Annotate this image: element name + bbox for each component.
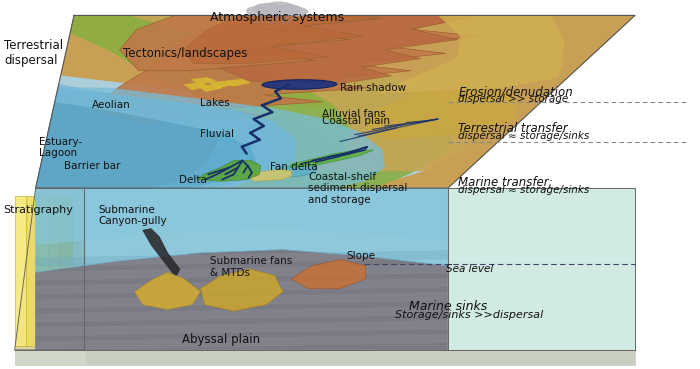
Polygon shape [130, 15, 476, 171]
Polygon shape [36, 251, 448, 266]
Ellipse shape [288, 8, 307, 16]
Text: Tectonics/landscapes: Tectonics/landscapes [123, 46, 247, 60]
Polygon shape [197, 161, 260, 181]
Polygon shape [15, 350, 635, 365]
Polygon shape [134, 272, 200, 310]
Text: Coastal-shelf
sediment dispersal
and storage: Coastal-shelf sediment dispersal and sto… [308, 172, 407, 205]
Text: Marine sinks: Marine sinks [410, 300, 488, 313]
Text: dispersal >> storage: dispersal >> storage [458, 94, 568, 104]
Polygon shape [15, 350, 85, 365]
Text: Barrier bar: Barrier bar [64, 161, 120, 170]
Polygon shape [36, 88, 296, 188]
Polygon shape [36, 93, 219, 188]
Polygon shape [36, 307, 448, 322]
Text: Estuary-
Lagoon: Estuary- Lagoon [39, 137, 83, 158]
Polygon shape [36, 321, 448, 336]
Polygon shape [36, 293, 448, 308]
Polygon shape [262, 80, 337, 89]
Polygon shape [15, 196, 27, 346]
Polygon shape [226, 79, 250, 86]
Polygon shape [55, 88, 384, 188]
Polygon shape [36, 279, 448, 294]
Polygon shape [36, 250, 448, 350]
Polygon shape [209, 15, 464, 85]
Polygon shape [378, 15, 564, 93]
Text: Terrestrial
dispersal: Terrestrial dispersal [4, 39, 63, 67]
Text: Lakes: Lakes [199, 98, 230, 108]
Polygon shape [120, 15, 380, 71]
Polygon shape [60, 196, 72, 346]
Polygon shape [42, 158, 239, 161]
Polygon shape [44, 148, 246, 151]
Polygon shape [183, 15, 382, 64]
Text: Fan delta: Fan delta [270, 162, 317, 172]
Polygon shape [36, 182, 225, 185]
Polygon shape [36, 15, 635, 188]
Polygon shape [40, 168, 234, 170]
Polygon shape [191, 77, 216, 85]
Text: Erosion/denudation: Erosion/denudation [458, 85, 573, 98]
Text: Terrestrial transfer: Terrestrial transfer [458, 122, 568, 135]
Text: Coastal plain: Coastal plain [322, 117, 390, 127]
Text: Abyssal plain: Abyssal plain [182, 333, 260, 346]
Text: Delta: Delta [178, 175, 206, 185]
Text: Sea level: Sea level [447, 263, 494, 273]
Polygon shape [43, 153, 242, 156]
Text: dispersal ≈ storage/sinks: dispersal ≈ storage/sinks [458, 131, 589, 141]
Text: Aeolian: Aeolian [92, 100, 130, 110]
Text: Stratigraphy: Stratigraphy [3, 205, 73, 215]
Polygon shape [291, 259, 365, 289]
Text: Marine transfer;: Marine transfer; [458, 175, 553, 188]
Polygon shape [36, 85, 333, 188]
Polygon shape [37, 196, 50, 346]
Polygon shape [448, 188, 635, 350]
Polygon shape [36, 265, 448, 280]
Polygon shape [265, 164, 317, 178]
Polygon shape [48, 196, 61, 346]
Polygon shape [210, 81, 235, 88]
Polygon shape [36, 334, 448, 350]
Polygon shape [26, 196, 38, 346]
Text: Submarine fans
& MTDs: Submarine fans & MTDs [210, 256, 293, 278]
Polygon shape [248, 169, 292, 181]
Text: Submarine
Canyon-gully: Submarine Canyon-gully [99, 205, 167, 226]
Polygon shape [200, 269, 283, 311]
Polygon shape [143, 229, 180, 277]
Text: Slope: Slope [346, 251, 375, 261]
Polygon shape [198, 85, 223, 92]
Polygon shape [70, 15, 458, 188]
Text: dispersal ≈ storage/sinks: dispersal ≈ storage/sinks [458, 184, 589, 194]
Polygon shape [366, 88, 517, 140]
Text: Rain shadow: Rain shadow [340, 83, 405, 93]
Text: Fluvial: Fluvial [199, 130, 234, 139]
Ellipse shape [246, 7, 269, 15]
Polygon shape [15, 188, 85, 350]
Polygon shape [36, 188, 448, 272]
Polygon shape [36, 76, 432, 188]
Polygon shape [38, 177, 228, 180]
Ellipse shape [276, 5, 301, 14]
Text: Atmospheric systems: Atmospheric systems [209, 11, 344, 24]
Polygon shape [41, 163, 237, 165]
Polygon shape [184, 83, 209, 90]
Ellipse shape [263, 2, 294, 14]
Ellipse shape [253, 4, 281, 14]
Polygon shape [36, 188, 448, 245]
Polygon shape [290, 150, 373, 168]
Polygon shape [38, 172, 231, 175]
Text: Alluvial fans: Alluvial fans [322, 109, 386, 119]
Polygon shape [91, 15, 478, 123]
Polygon shape [36, 102, 251, 188]
Text: Storage/sinks >>dispersal: Storage/sinks >>dispersal [395, 310, 544, 320]
